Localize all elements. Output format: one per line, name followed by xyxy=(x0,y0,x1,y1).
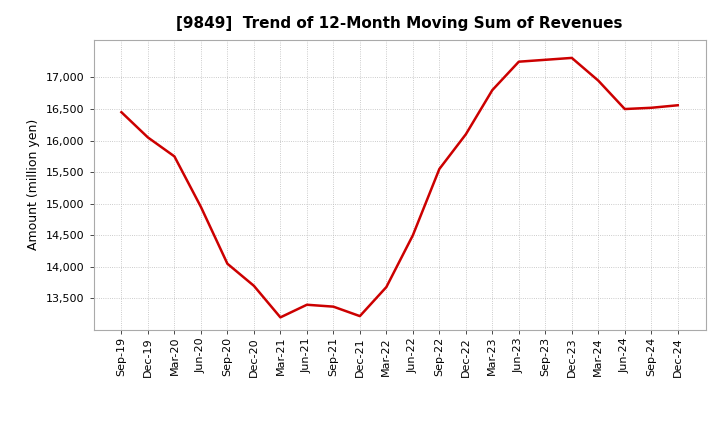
Y-axis label: Amount (million yen): Amount (million yen) xyxy=(27,119,40,250)
Title: [9849]  Trend of 12-Month Moving Sum of Revenues: [9849] Trend of 12-Month Moving Sum of R… xyxy=(176,16,623,32)
